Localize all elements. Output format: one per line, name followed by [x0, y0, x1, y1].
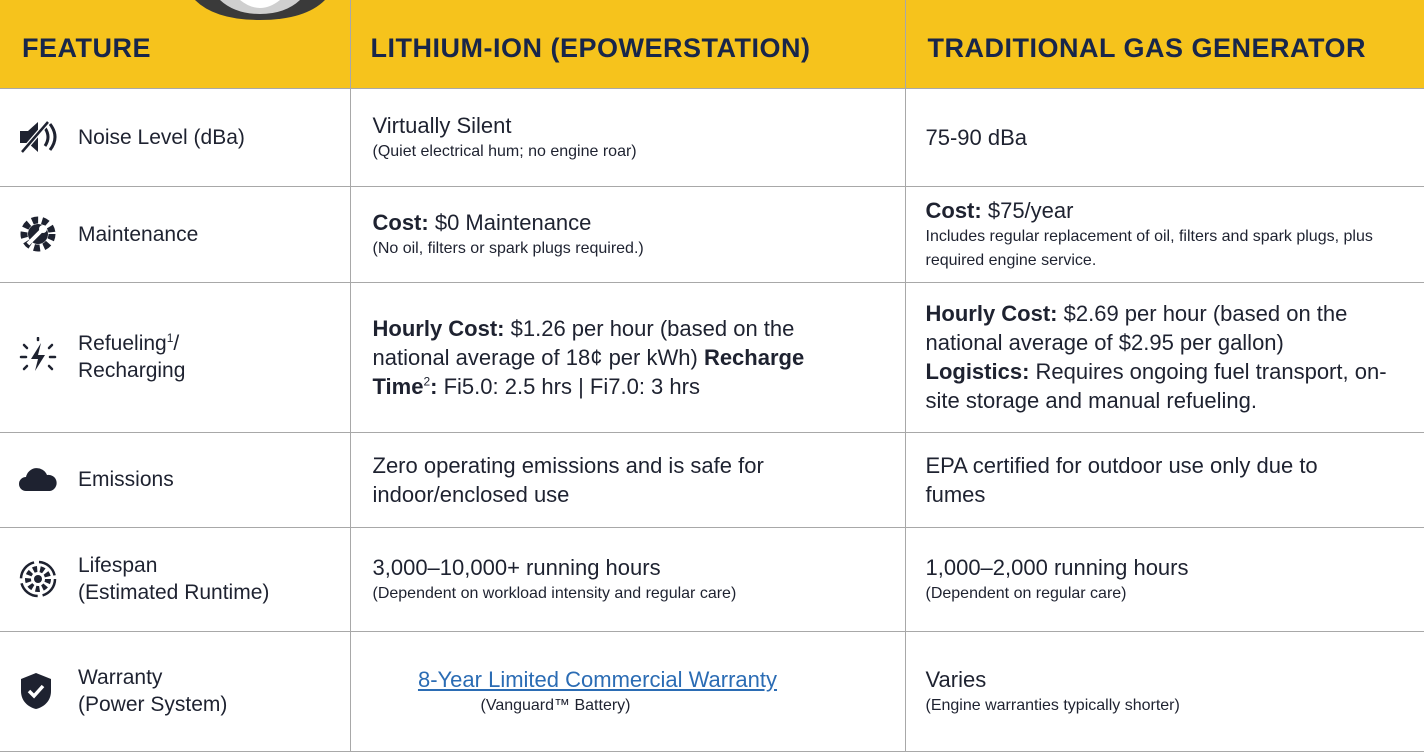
cell-label: Logistics: — [926, 359, 1030, 384]
cell-note: Includes regular replacement of oil, fil… — [926, 225, 1395, 273]
lifespan-icon — [18, 559, 58, 599]
feature-cell: Warranty (Power System) — [0, 631, 350, 751]
cell-text: Zero operating emissions and is safe for… — [373, 453, 764, 507]
cell-label: Hourly Cost: — [373, 316, 505, 341]
cell-text: 1,000–2,000 running hours — [926, 555, 1189, 580]
row: Maintenance Cost: $0 Maintenance(No oil,… — [0, 186, 1424, 282]
feature-label: / — [173, 332, 179, 355]
cloud-icon — [18, 467, 58, 493]
wheel-graphic — [195, 0, 325, 20]
cell: 75-90 dBa — [905, 88, 1424, 186]
feature-label: (Estimated Runtime) — [78, 581, 269, 604]
row: Warranty (Power System) 8-Year Limited Co… — [0, 631, 1424, 751]
row: Lifespan (Estimated Runtime) 3,000–10,000… — [0, 527, 1424, 631]
cell-text: Virtually Silent — [373, 113, 512, 138]
cell-label: : — [430, 374, 437, 399]
cell-note: (No oil, filters or spark plugs required… — [373, 237, 865, 261]
cell-note: (Vanguard™ Battery) — [351, 694, 845, 718]
warranty-link[interactable]: 8-Year Limited Commercial Warranty — [418, 667, 777, 692]
cell-label: Cost: — [926, 198, 982, 223]
mute-icon — [18, 119, 60, 155]
cell-label: Hourly Cost: — [926, 301, 1058, 326]
cell: Varies(Engine warranties typically short… — [905, 631, 1424, 751]
cell: Zero operating emissions and is safe for… — [350, 432, 905, 527]
feature-cell: Maintenance — [0, 186, 350, 282]
cell: 1,000–2,000 running hours(Dependent on r… — [905, 527, 1424, 631]
feature-label: Warranty — [78, 666, 162, 689]
feature-label: Lifespan — [78, 554, 157, 577]
feature-cell: Lifespan (Estimated Runtime) — [0, 527, 350, 631]
cell: Cost: $0 Maintenance(No oil, filters or … — [350, 186, 905, 282]
cell-text: EPA certified for outdoor use only due t… — [926, 453, 1318, 507]
feature-label: Emissions — [78, 468, 174, 491]
cell-note: (Engine warranties typically shorter) — [926, 694, 1395, 718]
header-cell: TRADITIONAL GAS GENERATOR — [905, 0, 1424, 88]
row: Refueling1/Recharging Hourly Cost: $1.26… — [0, 282, 1424, 432]
cell-note: (Dependent on workload intensity and reg… — [373, 582, 865, 606]
cell: Hourly Cost: $1.26 per hour (based on th… — [350, 282, 905, 432]
feature-label: Recharging — [78, 359, 185, 382]
cell-text: 3,000–10,000+ running hours — [373, 555, 661, 580]
feature-cell: Noise Level (dBa) — [0, 88, 350, 186]
cell-label: Cost: — [373, 210, 429, 235]
feature-label: Maintenance — [78, 223, 198, 246]
cell-text: $0 Maintenance — [435, 210, 592, 235]
cell-note: (Quiet electrical hum; no engine roar) — [373, 140, 865, 164]
comparison-table: FEATURE LITHIUM-ION (EPOWERSTATION) TRAD… — [0, 0, 1424, 752]
maintenance-icon — [18, 214, 58, 254]
feature-cell: Emissions — [0, 432, 350, 527]
feature-label: Noise Level (dBa) — [78, 126, 245, 149]
cell-note: (Dependent on regular care) — [926, 582, 1395, 606]
cell: Hourly Cost: $2.69 per hour (based on th… — [905, 282, 1424, 432]
row: Emissions Zero operating emissions and i… — [0, 432, 1424, 527]
cell-text: $75/year — [988, 198, 1074, 223]
header-cell: LITHIUM-ION (EPOWERSTATION) — [350, 0, 905, 88]
cell: Virtually Silent(Quiet electrical hum; n… — [350, 88, 905, 186]
cell-text: Fi5.0: 2.5 hrs | Fi7.0: 3 hrs — [444, 374, 700, 399]
row: Noise Level (dBa) Virtually Silent(Quiet… — [0, 88, 1424, 186]
feature-label: Refueling — [78, 332, 167, 355]
feature-cell: Refueling1/Recharging — [0, 282, 350, 432]
cell: 8-Year Limited Commercial Warranty(Vangu… — [350, 631, 905, 751]
cell: 3,000–10,000+ running hours(Dependent on… — [350, 527, 905, 631]
shield-icon — [18, 671, 54, 711]
cell-text: 75-90 dBa — [926, 125, 1028, 150]
charge-icon — [18, 337, 58, 377]
page: FEATURE LITHIUM-ION (EPOWERSTATION) TRAD… — [0, 0, 1424, 751]
feature-label: (Power System) — [78, 693, 227, 716]
cell: EPA certified for outdoor use only due t… — [905, 432, 1424, 527]
cell-text: Varies — [926, 667, 987, 692]
